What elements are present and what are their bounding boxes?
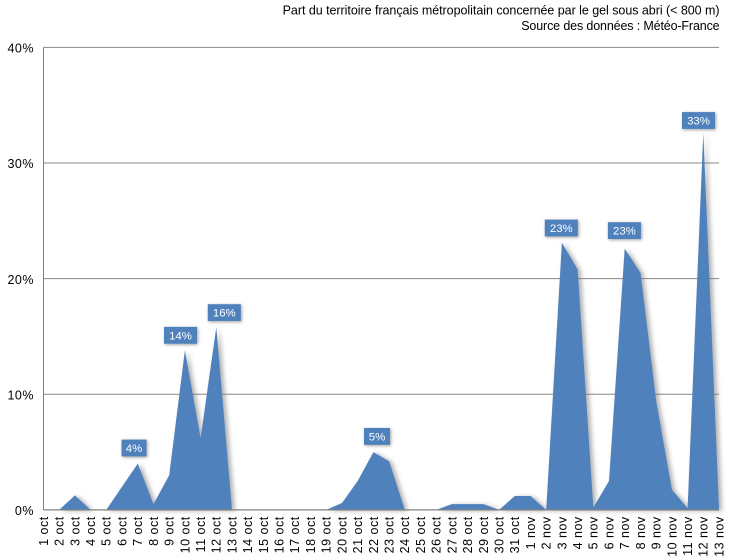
svg-text:26 oct: 26 oct [430,516,444,553]
svg-text:7 nov: 7 nov [618,516,632,549]
svg-text:2 nov: 2 nov [540,516,554,549]
svg-text:20%: 20% [7,273,34,287]
svg-text:19 oct: 19 oct [320,516,334,553]
svg-text:Part du territoire français mé: Part du territoire français métropolitai… [283,4,720,18]
svg-text:4 oct: 4 oct [84,516,98,546]
svg-text:12 oct: 12 oct [210,516,224,553]
svg-text:6 oct: 6 oct [115,516,129,546]
svg-text:27 oct: 27 oct [445,516,459,553]
svg-text:13 nov: 13 nov [712,516,726,557]
svg-text:7 oct: 7 oct [131,516,145,546]
svg-text:10%: 10% [7,389,34,403]
svg-text:9 oct: 9 oct [163,516,177,546]
svg-text:10 nov: 10 nov [665,516,679,557]
svg-text:15 oct: 15 oct [257,516,271,553]
svg-text:40%: 40% [7,42,34,56]
svg-text:16 oct: 16 oct [273,516,287,553]
svg-text:20 oct: 20 oct [335,516,349,553]
svg-text:16%: 16% [213,308,236,320]
svg-text:Source des données : Météo-Fra: Source des données : Météo-France [521,19,719,33]
svg-text:10 oct: 10 oct [178,516,192,553]
svg-text:23%: 23% [613,226,636,238]
svg-text:5%: 5% [369,432,385,444]
svg-text:23%: 23% [550,223,573,235]
svg-text:14 oct: 14 oct [241,516,255,553]
svg-text:1 oct: 1 oct [37,516,51,546]
svg-text:23 oct: 23 oct [383,516,397,553]
svg-text:21 oct: 21 oct [351,516,365,553]
svg-text:0%: 0% [15,504,34,518]
svg-text:8 nov: 8 nov [634,516,648,549]
svg-text:9 nov: 9 nov [650,516,664,549]
svg-text:4%: 4% [126,443,142,455]
svg-text:25 oct: 25 oct [414,516,428,553]
svg-text:17 oct: 17 oct [288,516,302,553]
svg-text:30 oct: 30 oct [493,516,507,553]
svg-text:18 oct: 18 oct [304,516,318,553]
svg-text:14%: 14% [169,330,192,342]
svg-text:12 nov: 12 nov [697,516,711,557]
svg-text:11 oct: 11 oct [194,516,208,552]
svg-text:31 oct: 31 oct [508,516,522,553]
svg-text:4 nov: 4 nov [571,516,585,549]
svg-text:2 oct: 2 oct [53,516,67,546]
svg-text:3 oct: 3 oct [68,516,82,546]
svg-text:3 nov: 3 nov [555,516,569,549]
svg-text:6 nov: 6 nov [602,516,616,549]
svg-text:22 oct: 22 oct [367,516,381,553]
svg-text:11 nov: 11 nov [681,516,695,556]
svg-text:13 oct: 13 oct [225,516,239,553]
svg-text:24 oct: 24 oct [398,516,412,553]
svg-text:5 oct: 5 oct [100,516,114,546]
svg-text:28 oct: 28 oct [461,516,475,553]
svg-text:1 nov: 1 nov [524,516,538,549]
svg-text:8 oct: 8 oct [147,516,161,546]
svg-text:33%: 33% [687,116,710,128]
svg-text:5 nov: 5 nov [587,516,601,549]
svg-text:29 oct: 29 oct [477,516,491,553]
svg-text:30%: 30% [7,157,34,171]
